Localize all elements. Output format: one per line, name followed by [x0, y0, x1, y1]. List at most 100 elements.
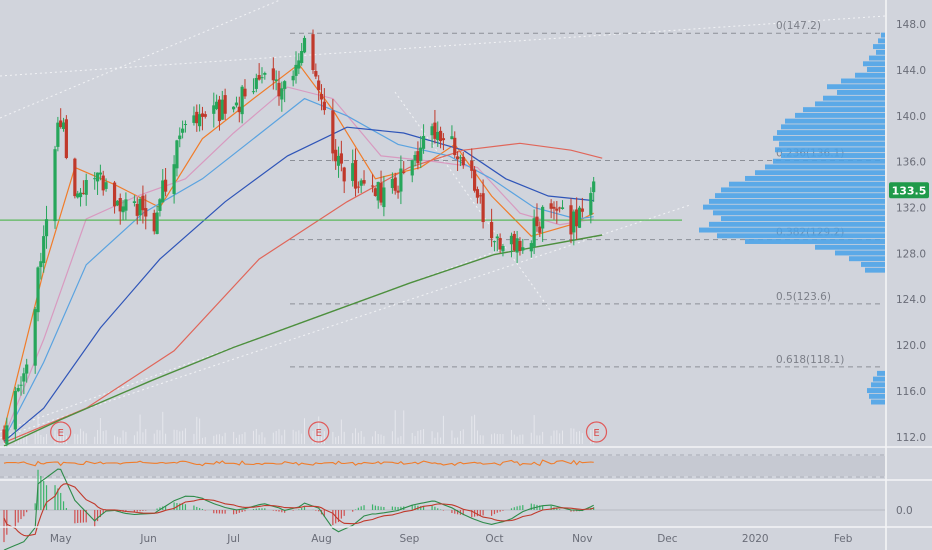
candle-body[interactable] — [44, 219, 49, 237]
candle-body[interactable] — [532, 218, 536, 247]
candle-body[interactable] — [433, 122, 437, 139]
candle-body[interactable] — [441, 138, 446, 141]
candle-body[interactable] — [300, 51, 304, 63]
candle-body[interactable] — [144, 208, 148, 217]
candle-body[interactable] — [322, 101, 326, 111]
candle-body[interactable] — [163, 179, 168, 192]
candle-body[interactable] — [2, 429, 6, 440]
candle-body[interactable] — [351, 163, 355, 181]
candle-body[interactable] — [512, 233, 516, 251]
candle-body[interactable] — [302, 37, 307, 53]
macd-signal-line[interactable] — [3, 483, 594, 537]
candle-body[interactable] — [178, 135, 182, 140]
earnings-marker[interactable] — [308, 421, 330, 443]
candle-body[interactable] — [104, 182, 108, 189]
candle-body[interactable] — [455, 156, 460, 160]
candle-body[interactable] — [135, 203, 139, 216]
candle-body[interactable] — [521, 247, 525, 251]
candle-body[interactable] — [356, 186, 360, 188]
candle-body[interactable] — [373, 188, 377, 197]
candle-body[interactable] — [495, 236, 499, 239]
candle-body[interactable] — [254, 77, 258, 89]
earnings-marker[interactable] — [585, 421, 608, 443]
candle-body[interactable] — [220, 99, 224, 120]
candle-body[interactable] — [81, 192, 85, 194]
candle-body[interactable] — [498, 237, 502, 250]
candle-body[interactable] — [158, 199, 162, 211]
candle-body[interactable] — [78, 192, 83, 198]
candle-body[interactable] — [334, 149, 338, 162]
candle-body[interactable] — [101, 175, 105, 191]
candle-body[interactable] — [438, 130, 443, 142]
candle-body[interactable] — [393, 177, 397, 191]
candle-body[interactable] — [297, 60, 301, 69]
candle-body[interactable] — [430, 126, 434, 136]
candle-body[interactable] — [529, 243, 533, 252]
candle-body[interactable] — [59, 120, 63, 128]
candle-body[interactable] — [175, 140, 179, 169]
candle-body[interactable] — [16, 387, 20, 392]
time-axis-ticks[interactable]: May Jun Jul Aug Sep Oct Nov Dec 2020 Feb — [50, 533, 853, 545]
candle-body[interactable] — [36, 267, 40, 313]
moving-average-ema_pink[interactable] — [3, 86, 594, 438]
candle-body[interactable] — [478, 195, 482, 197]
candle-body[interactable] — [25, 364, 29, 374]
candle-body[interactable] — [558, 207, 562, 209]
candle-body[interactable] — [237, 106, 241, 113]
candle-body[interactable] — [336, 155, 341, 166]
candle-body[interactable] — [198, 114, 202, 127]
candle-body[interactable] — [436, 131, 440, 141]
moving-average-ema_slow[interactable] — [3, 126, 594, 442]
candle-body[interactable] — [172, 164, 176, 194]
candle-body[interactable] — [155, 212, 159, 234]
candle-body[interactable] — [112, 182, 117, 207]
candle-body[interactable] — [402, 171, 406, 173]
macd-line[interactable] — [3, 468, 594, 550]
candle-body[interactable] — [42, 236, 46, 264]
candle-body[interactable] — [243, 88, 247, 97]
candle-body[interactable] — [283, 81, 287, 89]
candle-body[interactable] — [382, 187, 386, 208]
candle-body[interactable] — [555, 208, 559, 211]
candle-body[interactable] — [490, 222, 494, 239]
candle-body[interactable] — [421, 136, 426, 149]
candle-body[interactable] — [121, 206, 125, 213]
candle-body[interactable] — [473, 169, 477, 191]
candle-body[interactable] — [580, 208, 584, 212]
candle-body[interactable] — [319, 93, 324, 100]
rsi-indicator[interactable] — [3, 459, 594, 467]
earnings-marker[interactable] — [50, 421, 72, 443]
candle-body[interactable] — [183, 124, 188, 126]
candle-body[interactable] — [592, 181, 596, 193]
candle-body[interactable] — [538, 226, 542, 233]
candle-body[interactable] — [76, 193, 80, 198]
candle-body[interactable] — [257, 75, 261, 80]
candle-body[interactable] — [223, 95, 227, 114]
candle-body[interactable] — [56, 122, 60, 147]
candle-body[interactable] — [5, 425, 9, 445]
candle-body[interactable] — [95, 172, 100, 182]
candle-body[interactable] — [515, 238, 519, 253]
candle-body[interactable] — [203, 114, 207, 117]
candle-body[interactable] — [294, 64, 298, 76]
candle-body[interactable] — [181, 128, 185, 133]
candle-body[interactable] — [13, 391, 17, 430]
candle-body[interactable] — [64, 119, 68, 158]
candle-body[interactable] — [240, 86, 244, 115]
candle-body[interactable] — [331, 110, 335, 154]
candle-body[interactable] — [132, 201, 137, 203]
candle-body[interactable] — [39, 261, 43, 268]
candle-body[interactable] — [410, 160, 414, 176]
candle-body[interactable] — [518, 240, 522, 252]
candle-body[interactable] — [535, 216, 539, 227]
candle-body[interactable] — [141, 195, 145, 211]
candle-body[interactable] — [152, 212, 156, 232]
candle-body[interactable] — [342, 167, 346, 182]
candle-body[interactable] — [251, 91, 256, 93]
candle-body[interactable] — [260, 77, 264, 79]
candle-body[interactable] — [311, 34, 315, 71]
candlesticks[interactable] — [2, 29, 596, 448]
candle-body[interactable] — [161, 180, 165, 203]
candle-body[interactable] — [19, 384, 23, 386]
